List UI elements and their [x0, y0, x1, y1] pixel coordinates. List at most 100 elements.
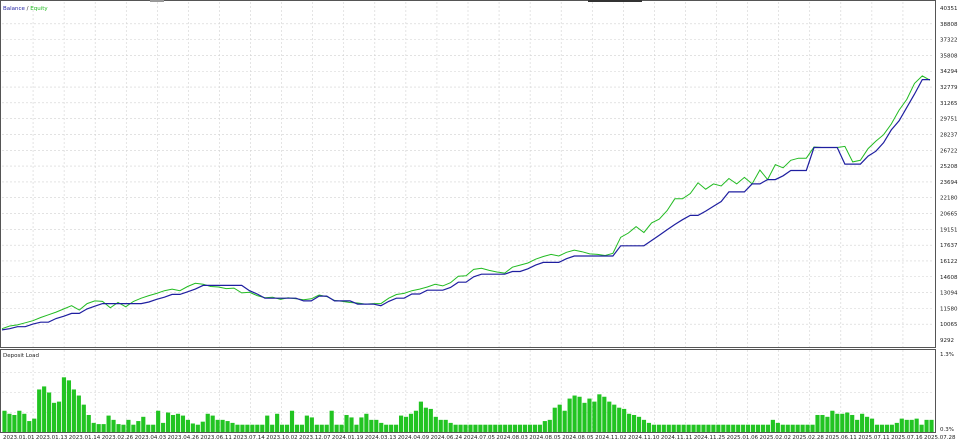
deposit-load-bar	[780, 424, 785, 432]
deposit-load-bar	[250, 424, 255, 432]
deposit-load-bar	[76, 395, 81, 432]
deposit-load-bar	[503, 424, 508, 432]
deposit-load-bar	[146, 424, 151, 432]
x-tick-label: 2024.03.13	[365, 435, 397, 441]
deposit-load-bar	[820, 414, 825, 432]
equity-y-axis: 40351 38808 37322 35808 34294 32779 31265 29751…	[940, 6, 958, 344]
deposit-load-bar	[508, 424, 513, 432]
deposit-load-bar	[617, 407, 622, 432]
deposit-load-bar	[51, 402, 57, 432]
deposit-load-bar	[562, 410, 567, 432]
deposit-load-bar	[746, 424, 751, 432]
deposit-load-bar	[403, 416, 409, 432]
deposit-load-bar	[364, 413, 369, 432]
deposit-load-bar	[830, 410, 835, 432]
deposit-load-bar	[161, 422, 166, 432]
deposit-load-bar	[200, 421, 205, 432]
deposit-load-bar	[121, 424, 126, 432]
y-tick-label: 13094	[940, 291, 958, 297]
top-tab-marker-right	[588, 0, 642, 2]
x-tick-label: 2024.01.19	[332, 435, 364, 441]
deposit-load-bar	[602, 396, 607, 432]
deposit-load-bar	[929, 419, 934, 432]
deposit-load-bar	[850, 414, 855, 432]
x-tick-label: 2025.02.28	[792, 435, 824, 441]
deposit-load-bar	[2, 410, 7, 432]
deposit-load-bar	[443, 419, 448, 432]
deposit-load-bar	[413, 410, 419, 432]
deposit-load-bar	[339, 424, 344, 432]
deposit-load-bar	[463, 424, 468, 432]
x-tick-label: 2023.12.07	[299, 435, 331, 441]
deposit-load-bar	[284, 424, 290, 432]
top-tab-marker-left	[150, 0, 164, 2]
deposit-load-bar	[66, 380, 72, 432]
x-tick-label: 2024.04.09	[398, 435, 430, 441]
deposit-load-bar	[428, 408, 433, 432]
deposit-load-bar	[468, 424, 473, 432]
deposit-load-bar	[260, 424, 265, 432]
deposit-load-bar	[81, 404, 86, 432]
deposit-load-bar	[760, 424, 766, 432]
deposit-load-bar	[240, 424, 245, 432]
deposit-load-bar	[869, 418, 875, 432]
deposit-load-bar	[180, 415, 186, 432]
deposit-load-bar	[344, 414, 349, 432]
deposit-load-bar	[230, 422, 235, 432]
deposit-load-bar	[810, 424, 815, 432]
y-tick-label: 31265	[940, 101, 958, 107]
deposit-load-bar	[795, 424, 800, 432]
deposit-load-bar	[488, 424, 493, 432]
y-tick-label: 25208	[940, 164, 958, 170]
deposit-load-bar	[225, 421, 230, 432]
deposit-load-bar	[770, 419, 775, 432]
deposit-load-bar	[716, 424, 721, 432]
deposit-load-bar	[879, 424, 885, 432]
deposit-load-bar	[666, 424, 671, 432]
deposit-load-bar	[166, 412, 171, 432]
deposit-load-bar	[101, 424, 106, 432]
deposit-load-bar	[438, 419, 443, 432]
deposit-load-bar	[612, 404, 617, 432]
deposit-load-bar	[37, 389, 42, 432]
deposit-load-bar	[607, 401, 612, 432]
deposit-load-bar	[567, 398, 572, 432]
y-tick-label: 29751	[940, 117, 958, 123]
x-tick-label: 2023.07.14	[233, 435, 265, 441]
deposit-load-bar	[17, 410, 22, 432]
deposit-load-bar	[765, 424, 771, 432]
deposit-load-title: Deposit Load	[3, 353, 39, 359]
y-tick-label: 34294	[940, 69, 958, 75]
deposit-load-bar	[299, 424, 305, 432]
y-tick-label: 0.3%	[940, 427, 954, 433]
deposit-load-bar	[56, 401, 62, 432]
deposit-load-bar	[205, 413, 210, 432]
deposit-load-bar	[141, 416, 146, 432]
deposit-load-bar	[587, 398, 592, 432]
deposit-load-bar	[552, 407, 557, 432]
deposit-load-bar	[582, 402, 587, 432]
deposit-load-bar	[636, 416, 642, 432]
deposit-load-bar	[334, 424, 339, 432]
deposit-load-bar	[304, 415, 309, 432]
deposit-load-bar	[805, 424, 810, 432]
deposit-load-bar	[389, 424, 394, 432]
deposit-load-bar	[671, 424, 676, 432]
deposit-load-bar	[116, 424, 121, 432]
deposit-load-bar	[418, 401, 423, 432]
deposit-load-bar	[270, 424, 275, 432]
deposit-load-bar	[661, 424, 666, 432]
x-tick-label: 2023.02.26	[102, 435, 134, 441]
deposit-load-bar	[919, 424, 924, 432]
deposit-load-bar	[245, 424, 250, 432]
deposit-load-bar	[676, 424, 681, 432]
deposit-load-bar	[865, 416, 870, 432]
y-tick-label: 22180	[940, 196, 958, 202]
deposit-load-bar	[632, 414, 637, 432]
deposit-load-bar	[532, 424, 538, 432]
deposit-load-bar	[473, 424, 478, 432]
deposit-load-bar	[889, 424, 894, 432]
deposit-load-bar	[775, 422, 780, 432]
